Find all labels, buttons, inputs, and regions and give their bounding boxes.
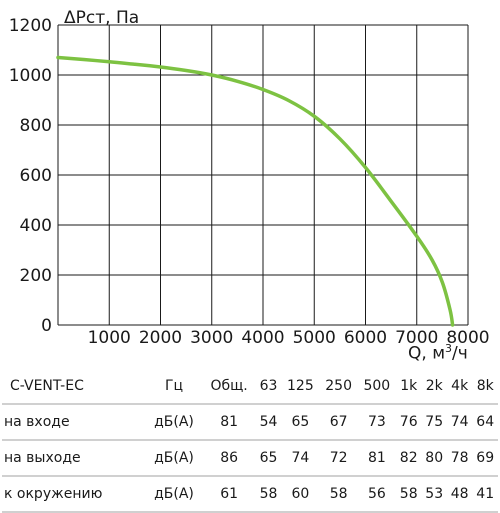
table-cell: 61 [220,486,239,502]
table-cell: 48 [450,486,469,502]
table-cell: 64 [476,414,495,430]
table-cell: 69 [476,450,495,466]
table-cell: 67 [329,414,348,430]
table-row: к окружению дБ(А) 61 58 60 58 56 58 53 4… [2,476,498,512]
x-tick-label: 2000 [139,328,182,348]
table-cell: дБ(А) [154,450,194,466]
table-cell: 75 [425,414,444,430]
x-tick-label: 8000 [446,328,489,348]
table-cell: 60 [291,486,310,502]
row-label: на входе [4,414,70,430]
header-total: Общ. [210,378,248,394]
table-cell: 41 [476,486,495,502]
table-cell: 78 [450,450,469,466]
header-250: 250 [325,378,352,394]
x-tick-label: 7000 [395,328,438,348]
header-1k: 1k [400,378,418,394]
y-tick-label: 800 [20,116,52,136]
series-line [56,55,455,327]
noise-table-header-row: C-VENT-EC Гц Общ. 63 125 250 500 1k 2k 4… [2,369,498,404]
table-cell: 86 [220,450,239,466]
table-cell: 76 [399,414,418,430]
table-cell: 74 [291,450,310,466]
x-axis-title-prefix: Q, м [408,343,446,364]
table-cell: 74 [450,414,469,430]
table-cell: 65 [291,414,310,430]
x-axis-title-sup: 3 [445,342,453,355]
x-tick-label: 3000 [190,328,233,348]
table-row: на выходе дБ(А) 86 65 74 72 81 82 80 78 … [2,440,498,476]
header-2k: 2k [425,378,443,394]
table-cell: 58 [329,486,348,502]
y-tick-label: 1000 [9,66,52,86]
table-cell: 65 [259,450,278,466]
y-tick-label: 1200 [9,16,52,36]
x-axis-title: Q, м3/ч [408,342,468,364]
y-tick-label: 600 [20,166,52,186]
noise-table: C-VENT-EC Гц Общ. 63 125 250 500 1k 2k 4… [2,369,498,513]
y-axis-title: ΔPст, Па [64,8,140,28]
x-tick-label: 4000 [241,328,284,348]
y-tick-label: 200 [20,266,52,286]
header-125: 125 [287,378,314,394]
y-tick-label: 0 [41,316,52,336]
x-tick-label: 5000 [293,328,336,348]
row-label: на выходе [4,450,81,466]
pressure-flow-chart: 0 200 400 600 800 1000 1200 1000 2000 3000 4000 500… [9,16,490,348]
x-axis-title-suffix: /ч [452,343,468,364]
table-cell: 82 [399,450,418,466]
x-tick-label: 6000 [344,328,387,348]
table-cell: 73 [367,414,386,430]
table-cell: 58 [259,486,278,502]
header-63: 63 [259,378,278,394]
table-cell: 58 [399,486,418,502]
table-cell: дБ(А) [154,486,194,502]
table-cell: 56 [367,486,386,502]
table-cell: 81 [367,450,386,466]
table-cell: 53 [425,486,444,502]
table-cell: 54 [259,414,278,430]
y-tick-label: 400 [20,216,52,236]
header-unit: Гц [164,378,184,394]
table-cell: 80 [425,450,444,466]
header-4k: 4k [451,378,469,394]
table-cell: 81 [220,414,239,430]
header-500: 500 [363,378,391,394]
row-label: к окружению [4,486,103,502]
header-8k: 8k [476,378,494,394]
table-cell: 72 [329,450,348,466]
header-model: C-VENT-EC [10,378,84,394]
x-tick-label: 1000 [88,328,131,348]
table-cell: дБ(А) [154,414,194,430]
table-row: на входе дБ(А) 81 54 65 67 73 76 75 74 6… [2,404,498,440]
